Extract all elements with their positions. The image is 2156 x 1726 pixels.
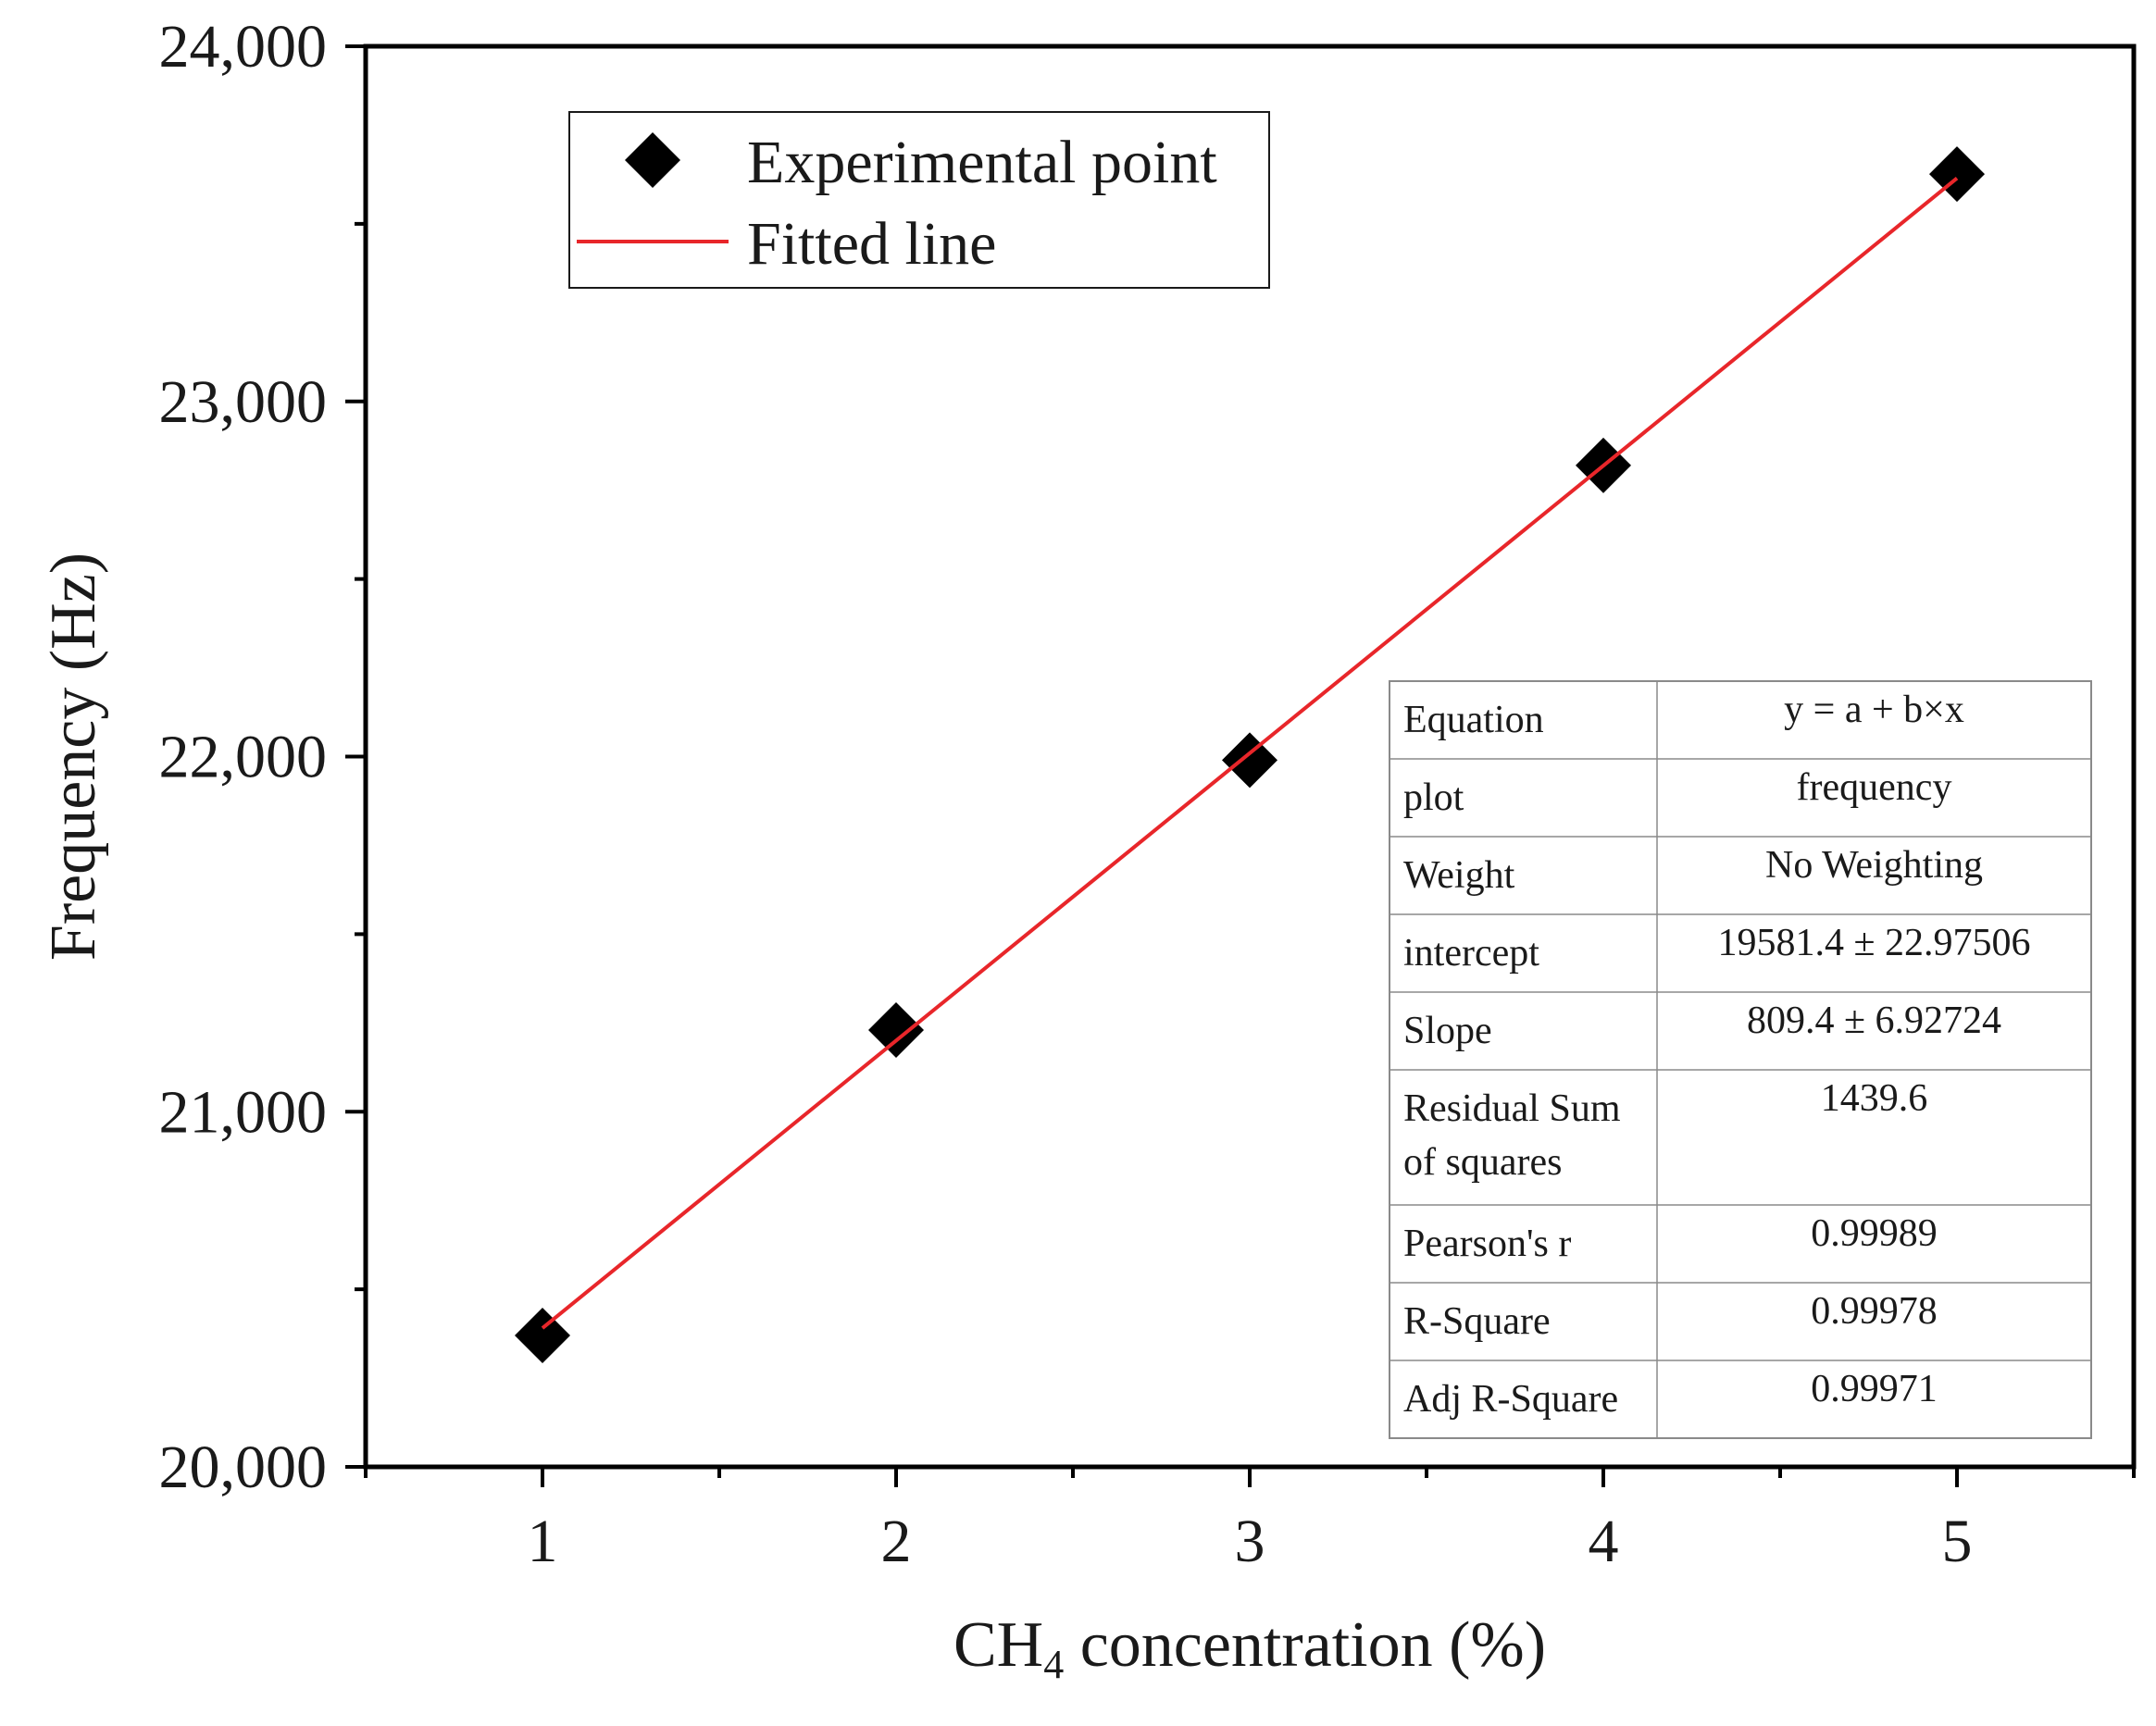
- y-tick-label: 22,000: [159, 724, 328, 791]
- x-tick-label: 5: [1942, 1508, 1973, 1575]
- stats-row-value: 19581.4 ± 22.97506: [1717, 922, 2030, 964]
- stats-row-label: R-Square: [1403, 1300, 1551, 1343]
- stats-row-value: 0.99989: [1811, 1212, 1938, 1255]
- stats-row-value: 0.99978: [1811, 1290, 1938, 1333]
- legend: Experimental point Fitted line: [568, 111, 1270, 289]
- stats-row-label: Equation: [1403, 699, 1544, 741]
- stats-table-border: [1389, 680, 2092, 1439]
- stats-row-label: Weight: [1403, 854, 1515, 897]
- experimental-point: [868, 1001, 924, 1058]
- experimental-point: [1222, 732, 1277, 788]
- stats-row-label: Residual Sum: [1403, 1087, 1621, 1130]
- stats-row-value: frequency: [1797, 766, 1952, 809]
- fitted-line: [541, 177, 1959, 1330]
- y-tick-label: 24,000: [159, 13, 328, 81]
- stats-row-value: 809.4 ± 6.92724: [1747, 1000, 2001, 1042]
- stats-row-label: Adj R-Square: [1403, 1378, 1618, 1421]
- x-axis-title-subscript: 4: [1043, 1642, 1064, 1687]
- stats-row-value: No Weighting: [1765, 844, 1983, 887]
- stats-row-label: Pearson's r: [1403, 1223, 1571, 1265]
- y-tick-label: 23,000: [159, 368, 328, 436]
- stats-row-label: Slope: [1403, 1010, 1492, 1052]
- x-tick-label: 4: [1589, 1508, 1619, 1575]
- x-tick-label: 3: [1235, 1508, 1265, 1575]
- x-axis-title-rest: concentration (%): [1064, 1609, 1546, 1681]
- legend-box: [568, 111, 1270, 289]
- fit-stats-table: Equation y = a + b×x plot frequency Weight No…: [1389, 680, 2092, 1439]
- x-axis-title-main: CH: [953, 1609, 1043, 1681]
- stats-row-label: plot: [1403, 776, 1464, 819]
- stats-row-value: 1439.6: [1821, 1077, 1928, 1120]
- legend-marker-experimental-point: [625, 132, 680, 188]
- legend-label-experimental-point: Experimental point: [747, 129, 1217, 196]
- experimental-point: [515, 1308, 570, 1364]
- y-axis-title: Frequency (Hz): [38, 553, 109, 961]
- y-tick-label: 20,000: [159, 1434, 328, 1501]
- axis-titles: CH4 concentration (%) Frequency (Hz): [38, 553, 1546, 1687]
- x-tick-label: 2: [881, 1508, 912, 1575]
- plot-data: [515, 146, 1985, 1364]
- x-tick-label: 1: [528, 1508, 558, 1575]
- stats-row-value: 0.99971: [1811, 1368, 1938, 1410]
- stats-row-label: intercept: [1403, 932, 1539, 975]
- y-tick-label: 21,000: [159, 1078, 328, 1146]
- stats-row-value: y = a + b×x: [1784, 689, 1964, 731]
- legend-label-fitted-line: Fitted line: [747, 210, 996, 278]
- stats-row-label: of squares: [1403, 1141, 1562, 1184]
- x-axis-title: CH4 concentration (%): [953, 1609, 1546, 1687]
- ticks: 1 2 3 4 5 20,000 21,000 22,000 23,000 24,000: [159, 13, 2136, 1575]
